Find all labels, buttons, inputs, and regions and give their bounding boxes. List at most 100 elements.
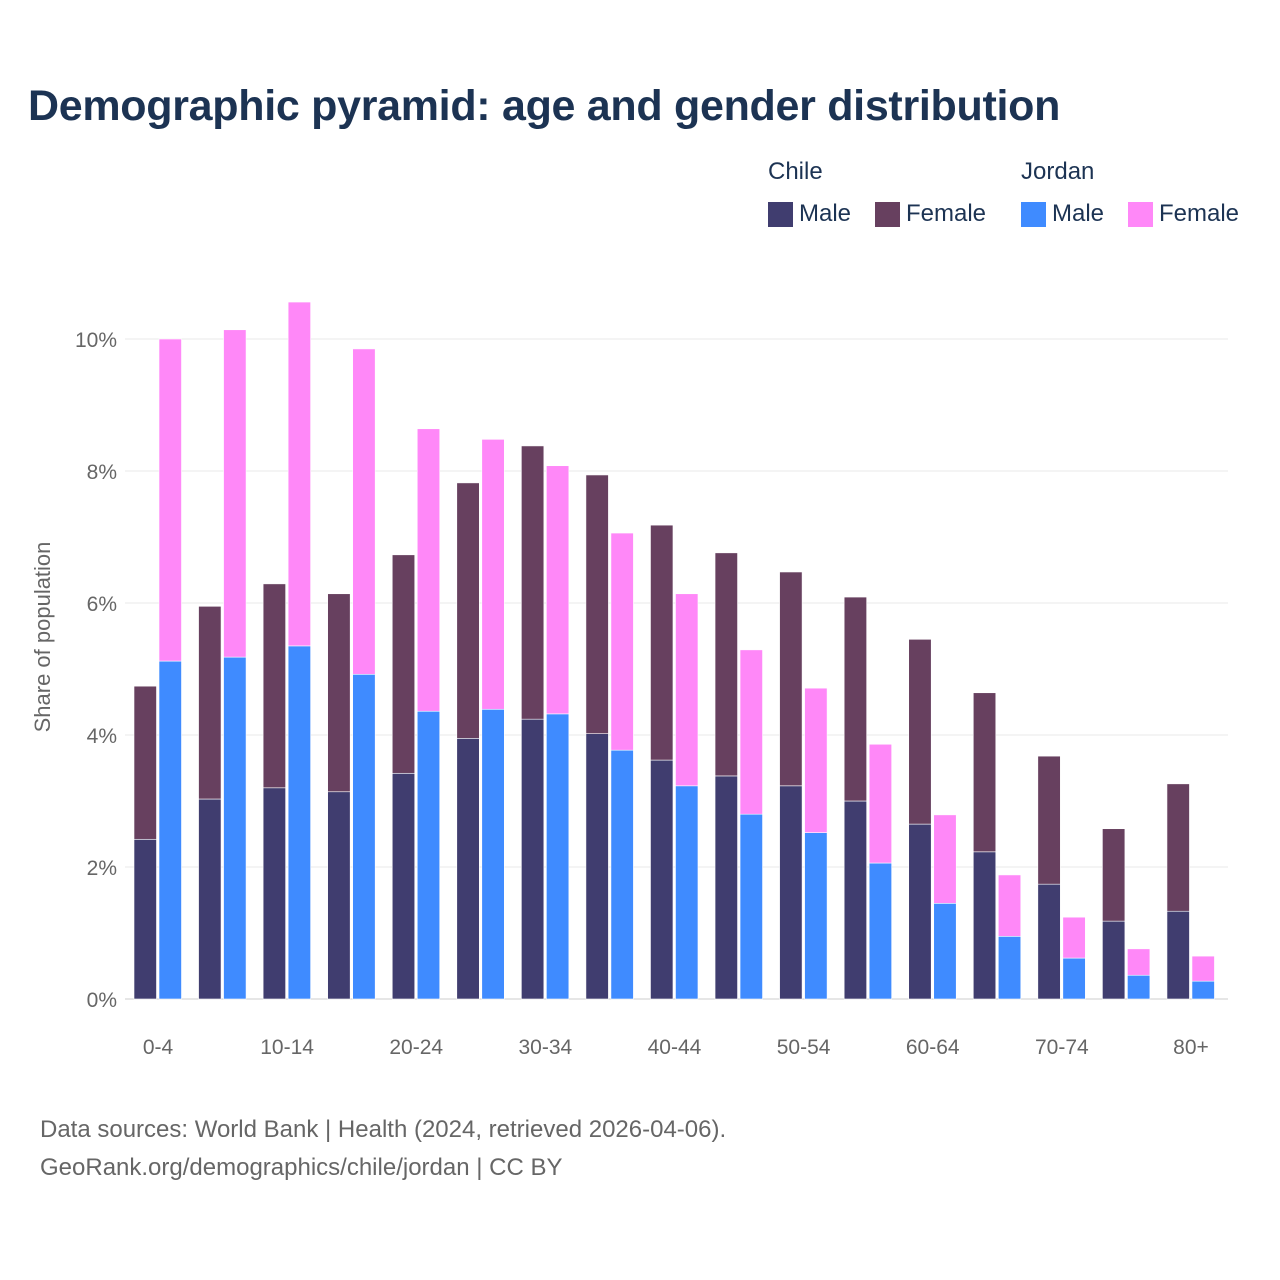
bar-chile-female-0-4 [133,685,157,840]
legend-label: Male [1052,200,1105,227]
bar-jordan-male-5-9 [223,656,247,1000]
x-tick-label: 20-24 [389,1036,443,1059]
bar-chile-female-70-74 [1037,755,1061,885]
legend-swatch [768,201,793,227]
bar-chile-female-10-14 [262,583,286,789]
y-tick-label: 8% [87,461,117,484]
bar-jordan-female-70-74 [1062,916,1086,959]
y-tick-label: 2% [87,857,117,880]
y-tick-label: 0% [87,989,117,1012]
bar-jordan-male-15-19 [352,673,376,1000]
bar-jordan-male-20-24 [416,710,441,1000]
bar-jordan-female-75-79 [1127,948,1151,976]
chart-title: Demographic pyramid: age and gender dist… [28,82,1061,130]
bar-jordan-male-50-54 [804,832,828,1000]
bar-chile-male-15-19 [327,791,351,1000]
bar-jordan-male-25-29 [481,708,505,1000]
bar-jordan-male-30-34 [546,713,570,1000]
x-tick-label: 40-44 [648,1036,702,1059]
bar-chile-male-75-79 [1102,920,1126,1000]
bar-chile-male-25-29 [456,737,480,1000]
bar-chile-female-35-39 [585,474,609,734]
bar-chile-female-30-34 [521,445,545,720]
bar-chile-female-20-24 [391,554,416,774]
bar-chile-male-10-14 [262,787,286,1000]
bar-jordan-female-60-64 [933,814,957,904]
y-axis-label: Share of population [30,542,55,733]
bar-chile-male-80+ [1166,910,1190,1000]
bar-chile-male-55-59 [843,800,867,1000]
bar-jordan-female-15-19 [352,348,376,675]
bar-jordan-female-55-59 [868,743,892,864]
legend-jordan-female[interactable]: Female [1128,200,1239,228]
x-tick-label: 10-14 [260,1036,314,1059]
bar-chile-female-80+ [1166,783,1190,912]
bar-jordan-female-65-69 [997,874,1022,937]
bar-jordan-male-45-49 [739,813,763,1000]
x-tick-label: 0-4 [143,1036,174,1059]
bar-jordan-female-50-54 [804,687,828,833]
bar-jordan-male-35-39 [610,749,634,1000]
bar-chile-male-50-54 [779,785,803,1000]
bar-jordan-male-65-69 [997,935,1022,1000]
bar-chile-male-35-39 [585,733,609,1000]
bar-chile-female-5-9 [198,605,222,800]
bar-chile-female-45-49 [714,552,738,777]
bar-chile-male-65-69 [972,851,997,1000]
bar-chile-male-30-34 [521,718,545,1000]
bar-jordan-male-70-74 [1062,957,1086,1000]
bar-jordan-female-5-9 [223,329,247,658]
y-tick-label: 4% [87,725,117,748]
bar-jordan-male-0-4 [158,660,182,1000]
bar-chile-male-60-64 [908,823,932,1000]
bar-chile-female-15-19 [327,593,351,793]
footer-credit: GeoRank.org/demographics/chile/jordan | … [40,1154,563,1181]
bar-chile-female-40-44 [650,524,674,761]
bar-chile-female-25-29 [456,482,480,739]
legend-label: Male [799,200,852,227]
bar-jordan-male-80+ [1191,980,1215,1000]
legend-label: Female [906,200,987,227]
legend-jordan-male[interactable]: Male [1021,200,1104,228]
bar-jordan-female-80+ [1191,955,1215,982]
bar-jordan-male-10-14 [287,645,311,1000]
legend-swatch [1021,201,1046,227]
bar-jordan-male-40-44 [675,785,699,1000]
bar-chile-male-0-4 [133,838,157,1000]
legend-chile-male[interactable]: Male [768,200,851,228]
bar-jordan-female-25-29 [481,439,505,710]
bar-jordan-male-60-64 [933,902,957,1000]
legend-chile-female[interactable]: Female [875,200,986,228]
legend-group-chile: Chile [768,158,823,185]
legend-group-jordan: Jordan [1021,158,1095,185]
y-tick-label: 10% [75,329,117,352]
bar-chile-male-70-74 [1037,883,1061,1000]
bar-jordan-female-45-49 [739,649,763,815]
bar-jordan-female-0-4 [158,338,182,662]
bar-jordan-female-10-14 [287,301,311,647]
bar-chile-male-40-44 [650,759,674,1000]
bar-chile-female-60-64 [908,638,932,825]
bar-chile-male-45-49 [714,775,738,1000]
footer-sources: Data sources: World Bank | Health (2024,… [40,1116,727,1143]
y-tick-label: 6% [87,593,117,616]
bar-jordan-male-55-59 [868,862,892,1000]
bar-jordan-female-35-39 [610,532,634,751]
x-tick-label: 50-54 [777,1036,831,1059]
bar-jordan-female-20-24 [416,428,441,712]
bar-chile-female-75-79 [1102,828,1126,922]
legend-label: Female [1159,200,1240,227]
bar-jordan-female-30-34 [546,465,570,715]
x-tick-label: 60-64 [906,1036,960,1059]
legend-swatch [1128,201,1153,227]
bar-chile-female-65-69 [972,692,997,853]
x-tick-label: 80+ [1173,1036,1209,1059]
x-tick-label: 30-34 [519,1036,573,1059]
bar-chile-female-55-59 [843,596,867,802]
bar-chile-male-5-9 [198,798,222,1000]
legend-swatch [875,201,900,227]
bar-jordan-male-75-79 [1127,974,1151,1000]
bar-chile-male-20-24 [391,772,416,1000]
